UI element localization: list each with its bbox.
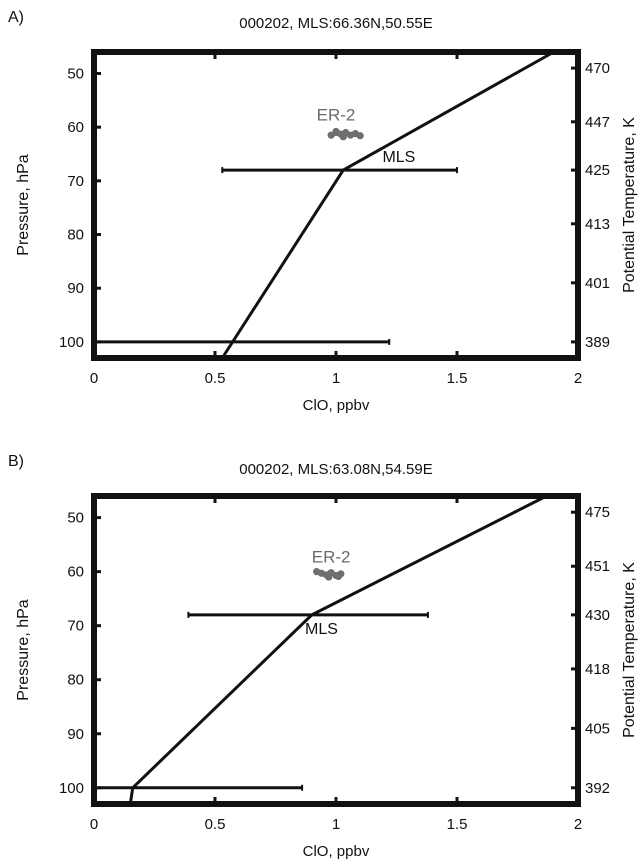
y-tick-label: 60 [67,564,84,581]
er2-data-point [356,132,364,140]
x-tick-label: 1 [332,816,340,833]
x-tick-label: 0.5 [205,370,226,387]
mls-profile-line [128,494,548,805]
x-tick-label: 2 [574,370,582,387]
y2-tick-label: 430 [585,607,610,624]
mls-annotation: MLS [305,621,338,638]
y-tick-label: 100 [59,780,84,797]
chart-title: 000202, MLS:63.08N,54.59E [239,461,432,478]
y2-tick-label: 470 [585,60,610,77]
x-axis-label: ClO, ppbv [303,843,370,860]
mls-annotation: MLS [382,149,415,166]
x-tick-label: 0 [90,370,98,387]
panel-label: B) [8,453,24,470]
y2-tick-label: 401 [585,275,610,292]
x-tick-label: 0.5 [205,816,226,833]
y-axis-label: Pressure, hPa [15,599,32,700]
y2-tick-label: 451 [585,558,610,575]
panel-label: A) [8,9,24,26]
y2-tick-label: 413 [585,216,610,233]
y2-tick-label: 475 [585,504,610,521]
chart-panel-b: B) 000202, MLS:63.08N,54.59E 0 0.5 1 1.5 2 50 60… [8,453,638,860]
er2-data-point [339,133,347,141]
chart-title: 000202, MLS:66.36N,50.55E [239,15,432,32]
x-axis-label: ClO, ppbv [303,397,370,414]
y2-axis-label: Potential Temperature, K [621,117,638,293]
y-axis-label: Pressure, hPa [15,154,32,255]
y-tick-label: 80 [67,227,84,244]
er2-data-point [332,127,340,136]
y-tick-label: 50 [67,65,84,82]
y-tick-label: 80 [67,672,84,689]
y2-tick-label: 418 [585,661,610,678]
y2-tick-label: 405 [585,720,610,737]
plot-frame [91,493,581,807]
er2-data-point [334,572,343,581]
y-tick-label: 90 [67,726,84,743]
plot-frame [91,49,581,361]
y-tick-label: 60 [67,119,84,136]
y-tick-label: 70 [67,618,84,635]
y2-tick-label: 425 [585,162,610,179]
y-tick-label: 50 [67,510,84,527]
y-tick-label: 90 [67,280,84,297]
y2-tick-label: 447 [585,114,610,131]
er2-data-point [325,573,333,581]
y-tick-label: 70 [67,173,84,190]
x-tick-label: 1.5 [447,370,468,387]
x-tick-label: 0 [90,816,98,833]
er2-annotation: ER-2 [312,547,351,566]
y2-tick-label: 389 [585,334,610,351]
x-tick-label: 2 [574,816,582,833]
x-tick-label: 1.5 [447,816,468,833]
y-tick-label: 100 [59,334,84,351]
y2-tick-label: 392 [585,780,610,797]
chart-panel-a: A) 000202, MLS:66.36N,50.55E 0 0.5 1 1.5 2 50 60… [8,9,638,414]
y2-axis-label: Potential Temperature, K [621,562,638,738]
er2-annotation: ER-2 [317,106,356,125]
mls-profile-line [220,50,555,359]
x-tick-label: 1 [332,370,340,387]
